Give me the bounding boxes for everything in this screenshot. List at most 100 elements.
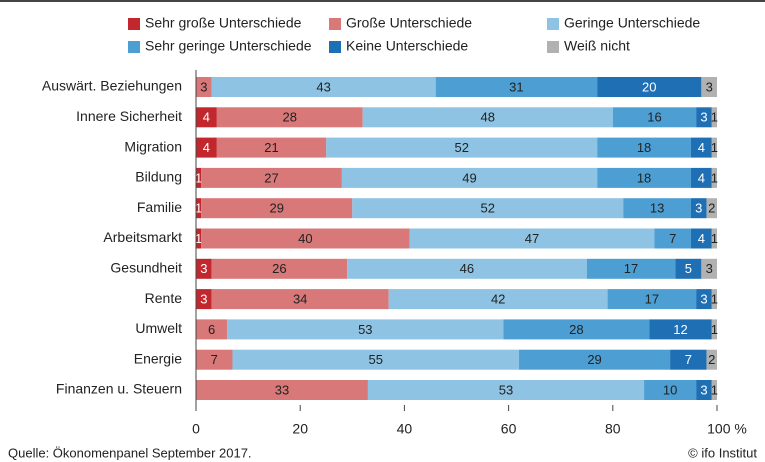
data-label: 1 — [711, 322, 718, 337]
bar-segment — [701, 258, 717, 279]
source: Quelle: Ökonomenpanel September 2017. — [8, 445, 252, 460]
data-label: 2 — [708, 201, 715, 216]
data-label: 3 — [695, 201, 702, 216]
y-tick-label: Auswärt. Beziehungen — [42, 78, 182, 94]
bar-segment — [711, 380, 717, 400]
legend-label: Geringe Unterschiede — [564, 15, 700, 31]
x-tick-label: 80 — [605, 421, 621, 437]
data-label: 4 — [698, 170, 705, 185]
x-tick-label: 60 — [501, 421, 517, 437]
data-label: 29 — [587, 352, 601, 367]
data-label: 31 — [509, 79, 523, 94]
data-label: 7 — [685, 352, 692, 367]
data-label: 6 — [208, 322, 215, 337]
x-tick-label: 40 — [397, 421, 413, 437]
bar-segment — [211, 289, 389, 310]
bar-segment — [201, 167, 342, 188]
data-label: 3 — [200, 261, 207, 276]
bar-segment — [211, 258, 348, 279]
legend-label: Sehr geringe Unterschiede — [145, 38, 312, 54]
bar-segment — [196, 258, 212, 279]
data-label: 33 — [275, 382, 289, 397]
data-label: 1 — [711, 170, 718, 185]
bar-segment — [597, 77, 702, 97]
bar-segment — [196, 137, 217, 158]
bar-segment — [690, 137, 712, 158]
data-label: 1 — [711, 382, 718, 397]
bar-segment — [711, 228, 717, 249]
bar-segment — [706, 349, 717, 370]
data-label: 28 — [283, 110, 297, 125]
data-label: 5 — [685, 261, 692, 276]
data-label: 42 — [491, 292, 505, 307]
bar-segment — [196, 198, 202, 219]
bar-segment — [196, 319, 228, 340]
bar-segment — [597, 167, 691, 188]
data-label: 26 — [272, 261, 286, 276]
y-tick-label: Familie — [137, 199, 182, 215]
y-tick-label: Finanzen u. Steuern — [56, 381, 182, 397]
data-label: 7 — [211, 352, 218, 367]
bar-segment — [675, 258, 702, 279]
data-label: 4 — [698, 140, 705, 155]
y-tick-label: Gesundheit — [110, 260, 182, 276]
bar-segment — [341, 167, 598, 188]
data-label: 3 — [700, 110, 707, 125]
y-tick-label: Arbeitsmarkt — [103, 229, 182, 245]
data-label: 3 — [200, 79, 207, 94]
data-label: 28 — [569, 322, 583, 337]
legend-swatch — [128, 41, 140, 53]
data-label: 3 — [700, 292, 707, 307]
bar-segment — [388, 289, 608, 310]
bar-segment — [696, 289, 712, 310]
bar-segment — [347, 258, 587, 279]
data-label: 1 — [711, 292, 718, 307]
y-tick-label: Energie — [134, 350, 182, 366]
bar-segment — [216, 107, 363, 128]
data-label: 53 — [499, 382, 513, 397]
data-label: 48 — [481, 110, 495, 125]
bar-segment — [201, 228, 410, 249]
data-label: 17 — [645, 292, 659, 307]
data-label: 1 — [711, 231, 718, 246]
data-label: 13 — [650, 201, 664, 216]
data-label: 3 — [700, 382, 707, 397]
data-label: 52 — [481, 201, 495, 216]
credit: © ifo Institut — [688, 445, 757, 460]
bar-segment — [211, 77, 436, 97]
data-label: 46 — [460, 261, 474, 276]
bar-segment — [227, 319, 504, 340]
bar-segment — [696, 107, 712, 128]
bar-segment — [201, 198, 353, 219]
y-tick-label: Bildung — [135, 169, 182, 185]
y-tick-label: Umwelt — [135, 320, 182, 336]
data-label: 4 — [203, 140, 210, 155]
bar-segment — [362, 107, 613, 128]
bar-segment — [623, 198, 691, 219]
bar-segment — [597, 137, 691, 158]
bar-segment — [711, 319, 717, 340]
x-tick-label: 20 — [292, 421, 308, 437]
x-tick-label: 100 % — [707, 421, 747, 437]
data-label: 1 — [711, 140, 718, 155]
data-label: 34 — [293, 292, 307, 307]
data-label: 47 — [525, 231, 539, 246]
data-label: 43 — [316, 79, 330, 94]
legend-label: Sehr große Unterschiede — [145, 15, 302, 31]
bar-segment — [196, 228, 202, 249]
data-label: 21 — [264, 140, 278, 155]
bar-segment — [654, 228, 691, 249]
bar-segment — [196, 289, 212, 310]
bar-segment — [711, 289, 717, 310]
bar-segment — [519, 349, 671, 370]
bar-segment — [216, 137, 327, 158]
y-tick-label: Migration — [124, 138, 182, 154]
bar-segment — [701, 77, 717, 97]
bar-segment — [607, 289, 697, 310]
data-label: 1 — [195, 231, 202, 246]
data-label: 4 — [698, 231, 705, 246]
legend-label: Weiß nicht — [564, 38, 630, 54]
x-tick-label: 0 — [192, 421, 200, 437]
data-label: 1 — [711, 110, 718, 125]
